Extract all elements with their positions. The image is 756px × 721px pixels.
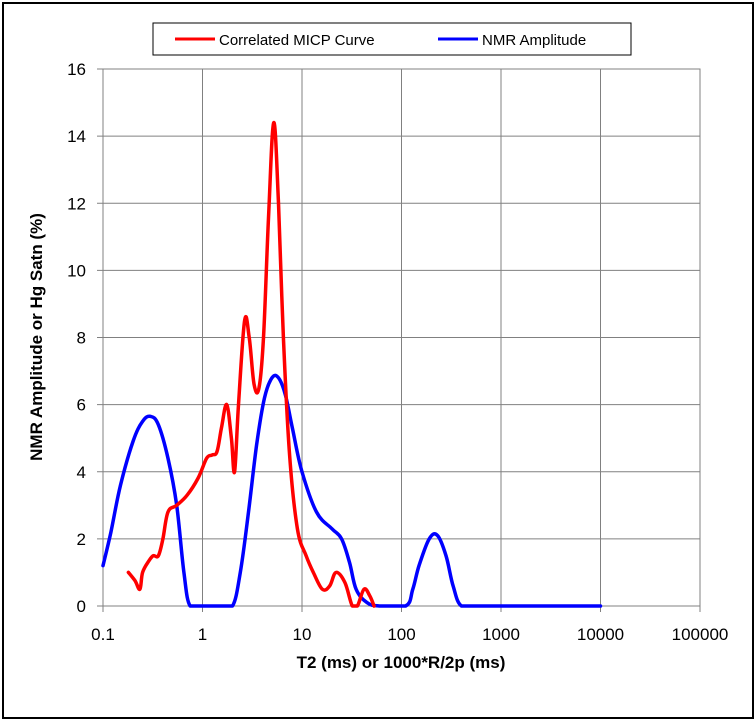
y-tick-label: 4 bbox=[77, 463, 86, 482]
series-layer bbox=[101, 120, 603, 608]
y-tick-label: 2 bbox=[77, 530, 86, 549]
x-tick-label: 100 bbox=[387, 625, 415, 644]
x-tick-label: 10 bbox=[293, 625, 312, 644]
y-tick-label: 0 bbox=[77, 597, 86, 616]
y-axis-title: NMR Amplitude or Hg Satn (%) bbox=[27, 213, 46, 461]
x-tick-label: 1000 bbox=[482, 625, 520, 644]
y-tick-label: 10 bbox=[67, 261, 86, 280]
legend-box bbox=[152, 22, 632, 56]
legend-label-nmr: NMR Amplitude bbox=[482, 32, 586, 49]
legend-label-micp: Correlated MICP Curve bbox=[219, 32, 375, 49]
x-tick-label: 1 bbox=[198, 625, 207, 644]
legend: Correlated MICP Curve NMR Amplitude bbox=[152, 22, 632, 56]
y-tick-label: 6 bbox=[77, 396, 86, 415]
y-tick-label: 12 bbox=[67, 194, 86, 213]
x-tick-label: 100000 bbox=[672, 625, 729, 644]
x-tick-labels: 0.1 1 10 100 1000 10000 100000 bbox=[91, 625, 728, 644]
x-tick-label: 0.1 bbox=[91, 625, 115, 644]
y-tick-labels: 0 2 4 6 8 10 12 14 16 bbox=[67, 60, 86, 616]
x-axis-title: T2 (ms) or 1000*R/2p (ms) bbox=[297, 653, 506, 672]
y-tick-label: 14 bbox=[67, 127, 86, 146]
y-tick-label: 16 bbox=[67, 60, 86, 79]
y-tick-label: 8 bbox=[77, 329, 86, 348]
x-tick-label: 10000 bbox=[577, 625, 624, 644]
series-line-micp bbox=[126, 120, 376, 608]
